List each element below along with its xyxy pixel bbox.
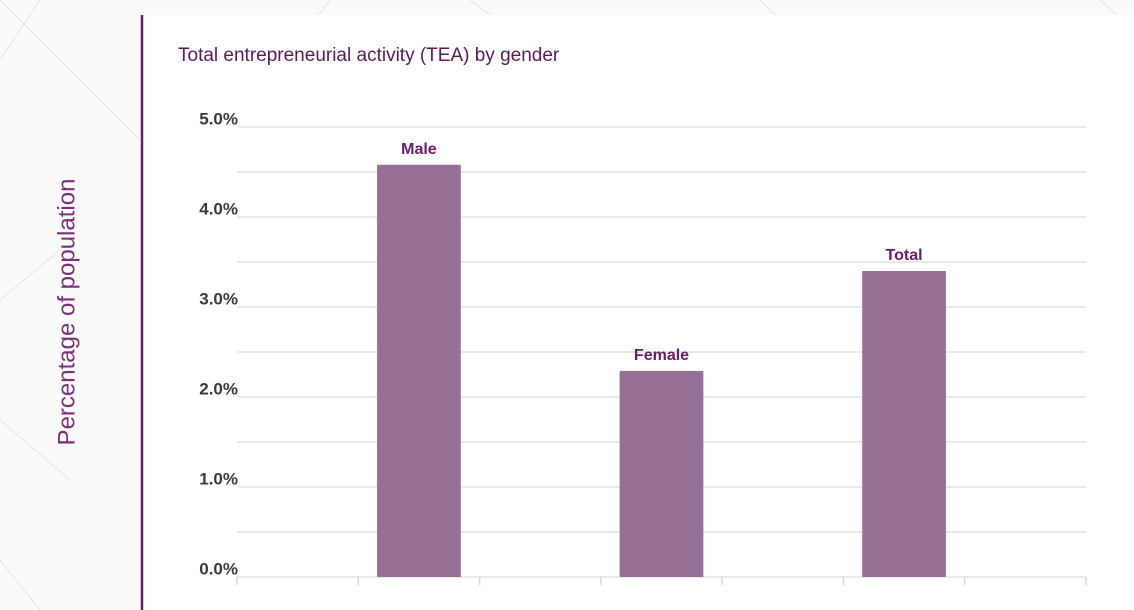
y-tick-label: 5.0%: [199, 109, 238, 128]
y-tick-label: 2.0%: [199, 379, 238, 398]
y-tick-label: 3.0%: [199, 289, 238, 308]
bar: [862, 271, 946, 577]
category-label: Male: [401, 141, 437, 158]
y-tick-label: 4.0%: [199, 199, 238, 218]
category-label: Total: [886, 247, 923, 264]
chart-title: Total entrepreneurial activity (TEA) by …: [178, 45, 560, 66]
y-tick-label: 0.0%: [199, 559, 238, 578]
category-label: Female: [634, 347, 689, 364]
y-tick-label: 1.0%: [199, 469, 238, 488]
bar: [619, 370, 704, 577]
bar: [377, 164, 461, 578]
y-axis-label: Percentage of population: [53, 179, 80, 446]
